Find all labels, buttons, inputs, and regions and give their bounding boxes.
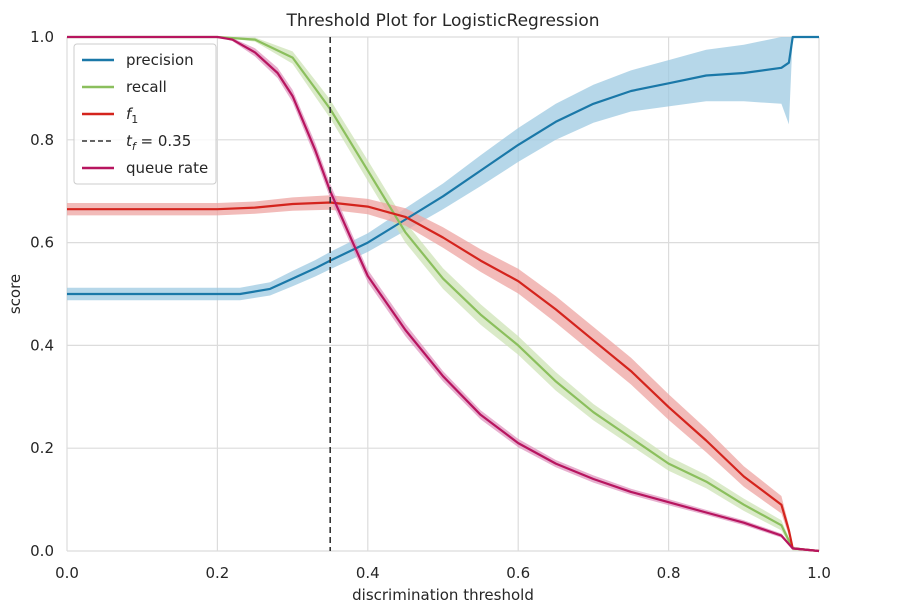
y-tick-labels: 0.0 0.2 0.4 0.6 0.8 1.0 — [30, 28, 54, 560]
legend-label: queue rate — [126, 159, 208, 177]
line-precision — [67, 35, 819, 296]
y-axis-label: score — [6, 274, 24, 314]
x-axis-label: discrimination threshold — [352, 586, 534, 604]
confidence-bands — [67, 37, 819, 552]
x-tick-label: 1.0 — [807, 564, 831, 582]
y-tick-label: 0.0 — [30, 542, 54, 560]
x-tick-label: 0.2 — [205, 564, 229, 582]
legend-label: precision — [126, 51, 194, 69]
y-tick-label: 1.0 — [30, 28, 54, 46]
legend-label: tf = 0.35 — [126, 132, 191, 153]
y-tick-label: 0.6 — [30, 234, 54, 252]
x-tick-label: 0.6 — [506, 564, 530, 582]
chart-title: Threshold Plot for LogisticRegression — [285, 11, 599, 31]
x-tick-label: 0.0 — [55, 564, 79, 582]
line-f1 — [67, 201, 820, 553]
band-precision — [67, 37, 819, 301]
legend-label: recall — [126, 78, 167, 96]
x-tick-labels: 0.0 0.2 0.4 0.6 0.8 1.0 — [55, 564, 831, 582]
legend-frame — [73, 43, 217, 185]
line-queue-rate — [67, 35, 820, 553]
x-tick-label: 0.8 — [657, 564, 681, 582]
y-tick-label: 0.8 — [30, 131, 54, 149]
line-recall — [67, 35, 820, 553]
x-tick-label: 0.4 — [356, 564, 380, 582]
y-tick-label: 0.2 — [30, 439, 54, 457]
y-tick-label: 0.4 — [30, 336, 54, 354]
band-recall — [67, 37, 819, 551]
series-lines — [67, 35, 820, 553]
